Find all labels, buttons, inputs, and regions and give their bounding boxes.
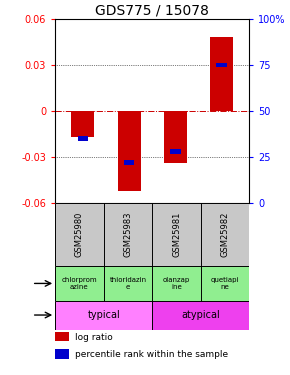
Bar	[71, 111, 95, 137]
Bar	[210, 37, 233, 111]
Bar	[78, 136, 88, 141]
Bar	[55, 300, 152, 330]
Text: GSM25982: GSM25982	[221, 212, 230, 257]
Text: GSM25981: GSM25981	[172, 212, 181, 257]
Bar	[55, 203, 104, 266]
Bar	[216, 63, 227, 67]
Text: quetiapi
ne: quetiapi ne	[211, 277, 239, 290]
Text: atypical: atypical	[182, 310, 220, 320]
Bar	[152, 300, 249, 330]
Text: GSM25983: GSM25983	[124, 212, 133, 258]
Bar	[104, 203, 152, 266]
Text: olanzap
ine: olanzap ine	[163, 277, 190, 290]
Bar	[170, 149, 181, 154]
Bar	[55, 266, 104, 300]
Bar	[201, 203, 249, 266]
Text: typical: typical	[87, 310, 120, 320]
Title: GDS775 / 15078: GDS775 / 15078	[95, 4, 209, 18]
Bar	[55, 332, 69, 342]
Text: GSM25980: GSM25980	[75, 212, 84, 257]
Text: log ratio: log ratio	[75, 333, 112, 342]
Bar	[117, 111, 141, 191]
Bar	[201, 266, 249, 300]
Bar	[152, 266, 201, 300]
Bar	[152, 203, 201, 266]
Bar	[55, 349, 69, 358]
Text: thioridazin
e: thioridazin e	[109, 277, 146, 290]
Text: chlorprom
azine: chlorprom azine	[61, 277, 97, 290]
Bar	[104, 266, 152, 300]
Text: percentile rank within the sample: percentile rank within the sample	[75, 350, 228, 358]
Bar	[164, 111, 187, 163]
Bar	[124, 160, 134, 165]
